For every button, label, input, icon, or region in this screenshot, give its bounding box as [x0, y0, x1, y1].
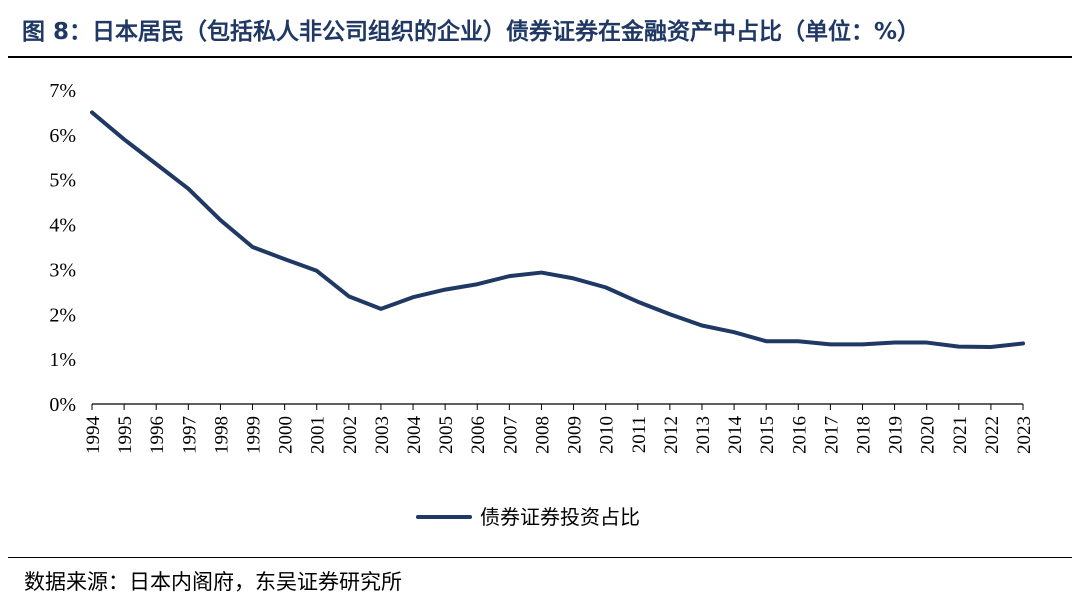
legend: 债券证券投资占比	[416, 505, 640, 529]
title-divider	[8, 56, 1072, 58]
legend-label: 债券证券投资占比	[480, 505, 640, 529]
x-tick-label: 2002	[340, 416, 361, 454]
x-tick-label: 2020	[918, 416, 939, 454]
x-tick-label: 2008	[532, 416, 553, 454]
x-tick-label: 2013	[693, 416, 714, 454]
x-tick-label: 2019	[886, 416, 907, 454]
x-tick-label: 2003	[372, 416, 393, 454]
x-tick-label: 2021	[950, 416, 971, 454]
x-tick-label: 2000	[276, 416, 297, 454]
source-divider	[8, 557, 1072, 558]
x-tick-label: 1994	[83, 416, 104, 455]
x-tick-label: 2011	[629, 416, 650, 453]
x-tick-label: 2006	[468, 416, 489, 454]
y-tick-label: 2%	[49, 304, 76, 326]
x-tick-label: 1999	[244, 416, 265, 454]
x-axis-ticks: 1994 1995 1996 1997 1998 1999 2000 2001 2002 2003…	[83, 416, 1035, 455]
y-tick-label: 0%	[49, 394, 76, 416]
chart-title: 图 8：日本居民（包括私人非公司组织的企业）债券证券在金融资产中占比（单位：%）	[22, 19, 921, 45]
x-tick-label: 2004	[404, 416, 425, 455]
x-tick-label: 2009	[565, 416, 586, 454]
y-tick-label: 7%	[49, 80, 76, 102]
x-tick-label: 1997	[179, 416, 200, 454]
x-tick-label: 2016	[789, 416, 810, 454]
x-tick-label: 2023	[1014, 416, 1035, 454]
x-tick-label: 2005	[436, 416, 457, 454]
y-axis-ticks: 0% 1% 2% 3% 4% 5% 6% 7%	[49, 80, 76, 416]
x-tick-label: 2017	[821, 416, 842, 454]
x-tick-label: 2001	[308, 416, 329, 454]
x-tick-label: 1995	[115, 416, 136, 454]
y-tick-label: 6%	[49, 125, 76, 147]
x-tick-label: 2012	[661, 416, 682, 454]
x-tick-label: 2010	[597, 416, 618, 454]
y-tick-label: 3%	[49, 259, 76, 281]
source-note: 数据来源：日本内阁府，东吴证券研究所	[24, 570, 402, 594]
y-tick-label: 5%	[49, 170, 76, 192]
x-tick-label: 2018	[853, 416, 874, 454]
x-tick-label: 2007	[500, 416, 521, 454]
y-tick-label: 1%	[49, 349, 76, 371]
y-tick-label: 4%	[49, 215, 76, 237]
series-line	[90, 110, 1025, 350]
x-tick-label: 2022	[982, 416, 1003, 454]
x-tick-label: 1996	[147, 416, 168, 454]
x-axis-tick-marks	[91, 404, 1024, 410]
x-tick-label: 2014	[725, 416, 746, 455]
x-tick-label: 2015	[757, 416, 778, 454]
x-tick-label: 1998	[211, 416, 232, 454]
